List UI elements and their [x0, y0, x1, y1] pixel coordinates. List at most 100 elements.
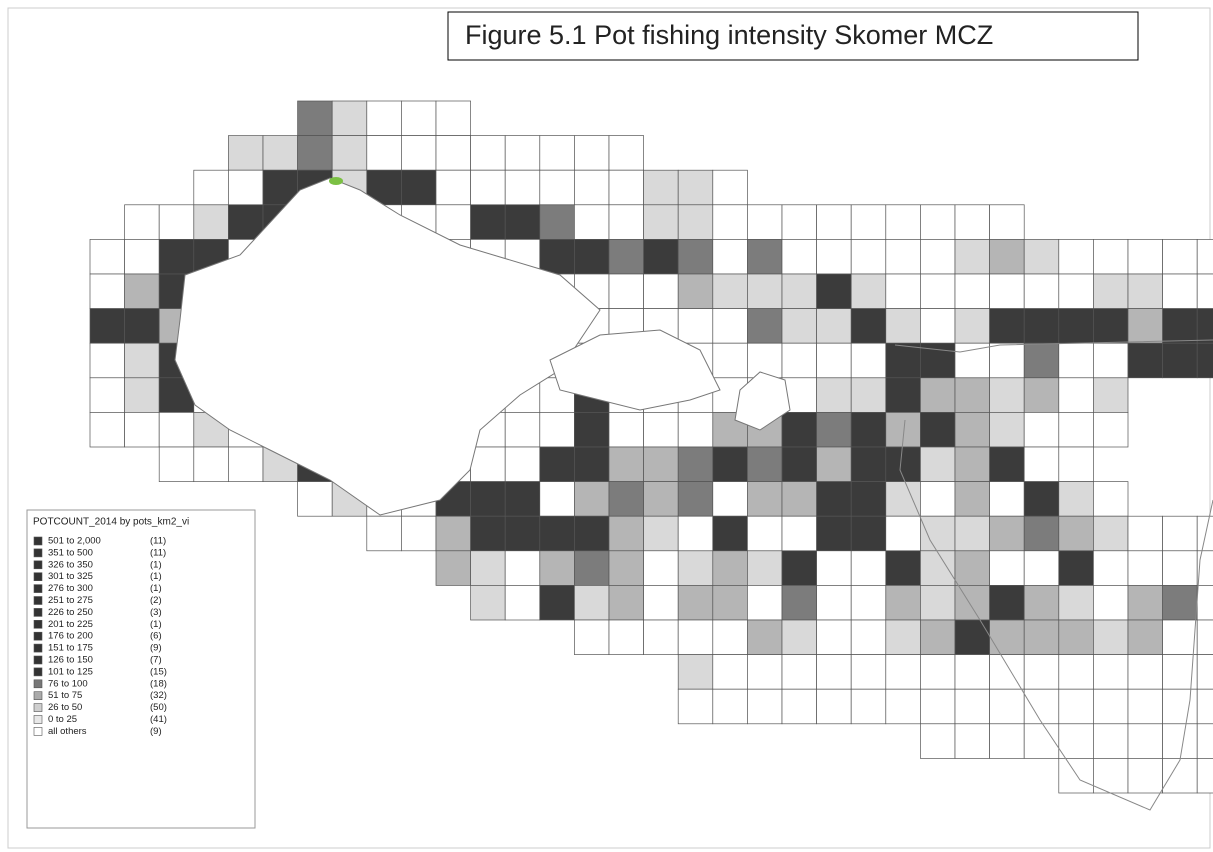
- grid-cell: [712, 585, 748, 621]
- grid-cell: [435, 550, 471, 586]
- grid-cell: [124, 204, 160, 240]
- grid-cell: [539, 550, 575, 586]
- grid-cell: [954, 481, 990, 517]
- grid-cell: [435, 204, 471, 240]
- grid-cell: [470, 169, 506, 206]
- grid-cell: [850, 688, 887, 725]
- grid-cell: [608, 446, 644, 482]
- grid-cell: [712, 308, 748, 344]
- grid-cell: [1023, 723, 1060, 759]
- grid-cell: [89, 342, 125, 379]
- grid-cell: [1127, 515, 1163, 552]
- grid-cell: [435, 169, 471, 206]
- grid-cell: [1162, 758, 1198, 794]
- grid-cell: [1093, 585, 1129, 621]
- legend-swatch: [33, 536, 43, 546]
- grid-cell: [1093, 515, 1129, 552]
- grid-cell: [816, 481, 852, 517]
- grid-cell: [297, 135, 333, 171]
- legend-swatch: [33, 727, 43, 736]
- grid-cell: [1162, 342, 1198, 379]
- grid-cell: [539, 204, 575, 240]
- legend-range: 226 to 250: [48, 607, 93, 618]
- grid-cell: [816, 446, 852, 482]
- grid-cell: [989, 446, 1025, 482]
- grid-cell: [1127, 273, 1163, 309]
- grid-cell: [885, 654, 921, 690]
- legend-range: 0 to 25: [48, 714, 77, 725]
- grid-cell: [885, 239, 921, 275]
- legend-count: (1): [150, 571, 162, 582]
- grid-cell: [1196, 758, 1213, 794]
- legend-count: (1): [150, 583, 162, 594]
- legend-count: (32): [150, 690, 167, 701]
- grid-cell: [885, 308, 921, 344]
- legend-swatch: [33, 548, 43, 558]
- grid-cell: [677, 169, 714, 206]
- grid-cell: [366, 515, 402, 552]
- grid-cell: [608, 481, 644, 517]
- grid-cell: [574, 239, 610, 275]
- grid-cell: [850, 204, 887, 240]
- grid-cell: [989, 688, 1025, 725]
- grid-cell: [1058, 377, 1094, 413]
- grid-cell: [89, 308, 125, 344]
- grid-cell: [954, 619, 990, 655]
- grid-cell: [1058, 688, 1094, 725]
- grid-cell: [124, 308, 160, 344]
- grid-cell: [574, 619, 610, 655]
- grid-cell: [435, 515, 471, 552]
- grid-cell: [920, 515, 956, 552]
- grid-cell: [677, 585, 714, 621]
- grid-cell: [574, 550, 610, 586]
- grid-cell: [331, 100, 368, 136]
- legend-swatch: [33, 572, 43, 582]
- grid-cell: [781, 515, 817, 552]
- grid-cell: [1127, 688, 1163, 725]
- legend-count: (50): [150, 702, 167, 713]
- coastline: [894, 339, 1213, 353]
- grid-cell: [954, 412, 990, 448]
- legend-range: 26 to 50: [48, 702, 82, 713]
- grid-cell: [781, 273, 817, 309]
- grid-cell: [850, 585, 887, 621]
- grid-cell: [643, 550, 679, 586]
- grid-cell: [1023, 585, 1060, 621]
- grid-cell: [1058, 412, 1094, 448]
- grid-cell: [920, 619, 956, 655]
- grid-cell: [747, 481, 783, 517]
- legend-count: (7): [150, 655, 162, 666]
- grid-cell: [1162, 515, 1198, 552]
- grid-cell: [920, 342, 956, 379]
- grid-cell: [781, 342, 817, 379]
- grid-cell: [712, 481, 748, 517]
- grid-cell: [193, 446, 229, 482]
- grid-cell: [1058, 342, 1094, 379]
- grid-cell: [504, 585, 541, 621]
- grid-cell: [885, 342, 921, 379]
- grid-cell: [816, 654, 852, 690]
- grid-cell: [331, 135, 368, 171]
- grid-cell: [989, 481, 1025, 517]
- grid-cell: [989, 654, 1025, 690]
- grid-cell: [1093, 273, 1129, 309]
- grid-cell: [608, 273, 644, 309]
- legend-range: all others: [48, 726, 87, 737]
- grid-cell: [1093, 619, 1129, 655]
- grid-cell: [1196, 619, 1213, 655]
- grid-cell: [989, 550, 1025, 586]
- grid-cell: [677, 550, 714, 586]
- legend-swatch: [33, 655, 43, 665]
- legend-range: 176 to 200: [48, 631, 93, 642]
- grid-cell: [470, 481, 506, 517]
- grid-cell: [816, 273, 852, 309]
- grid-cell: [262, 135, 298, 171]
- legend-range: 501 to 2,000: [48, 536, 101, 547]
- grid-cell: [1023, 515, 1060, 552]
- grid-cell: [989, 239, 1025, 275]
- grid-cell: [539, 239, 575, 275]
- grid-cell: [1127, 550, 1163, 586]
- grid-cell: [435, 100, 471, 136]
- grid-cell: [89, 377, 125, 413]
- legend-range: 251 to 275: [48, 595, 93, 606]
